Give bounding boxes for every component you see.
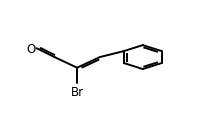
Text: O: O <box>26 42 35 55</box>
Text: Br: Br <box>71 86 84 98</box>
